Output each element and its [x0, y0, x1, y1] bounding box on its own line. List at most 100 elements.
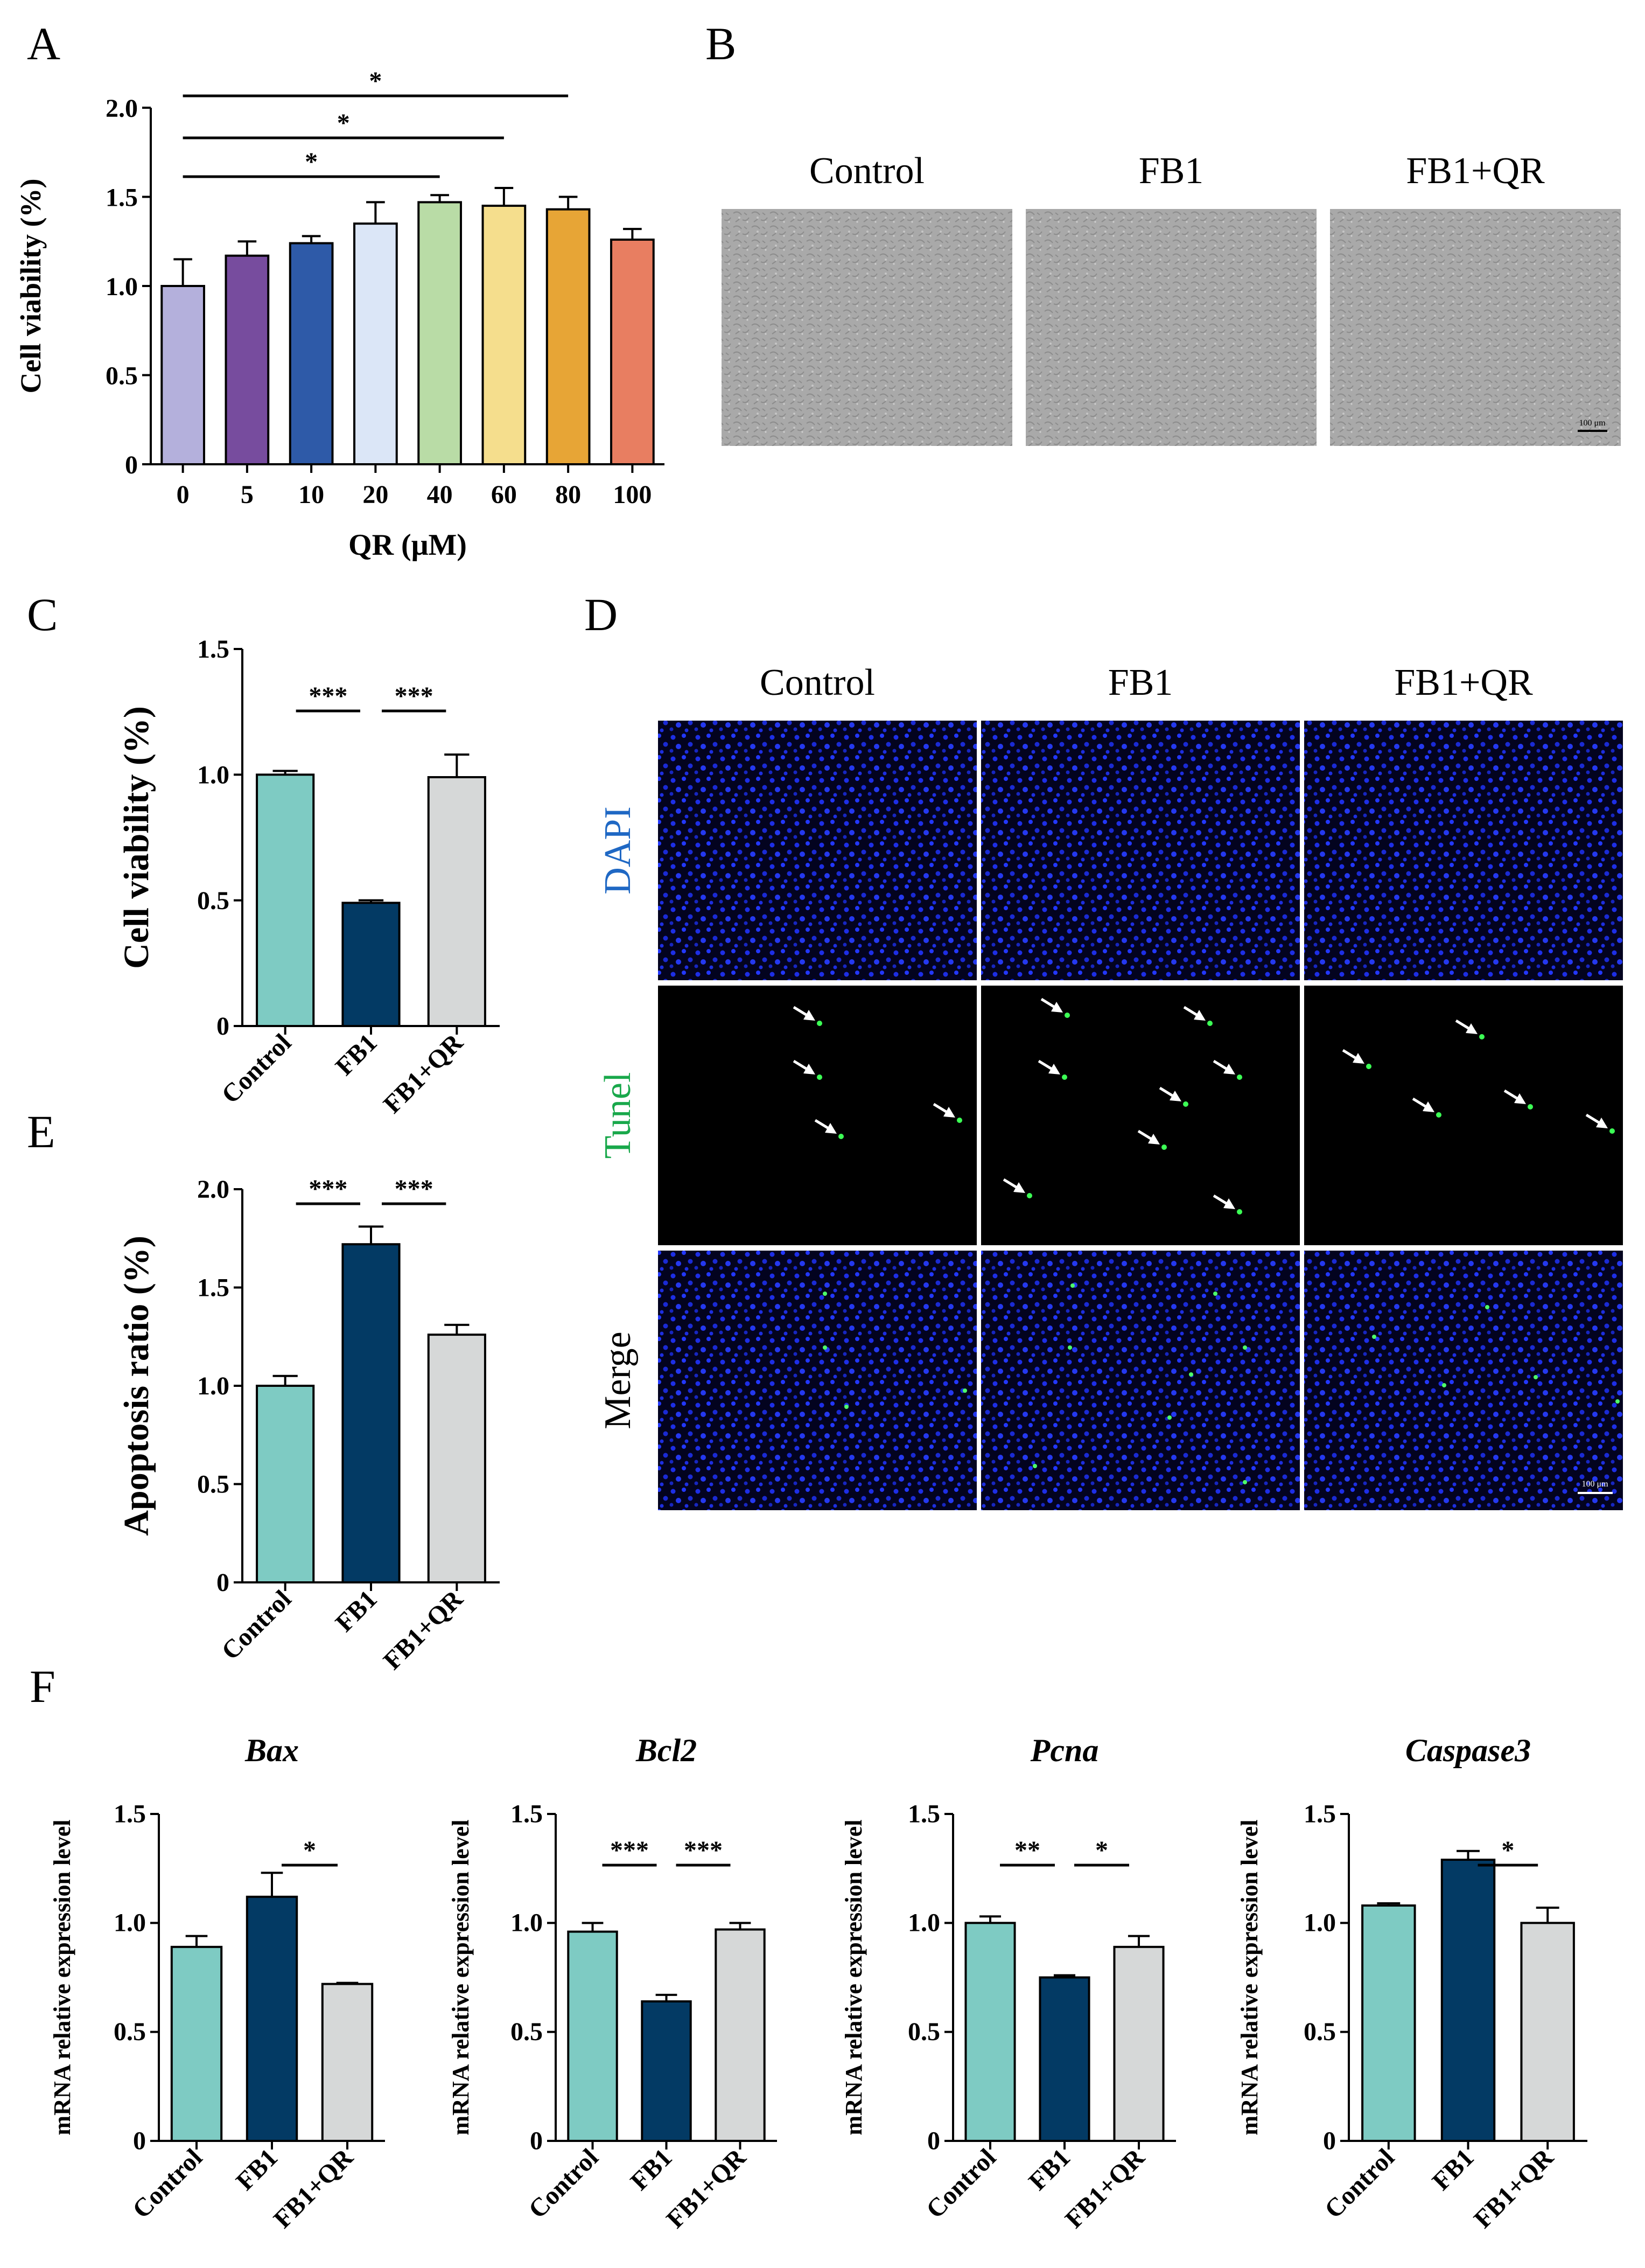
y-tick-label: 1.5: [106, 183, 138, 212]
merge-green-dot: [1534, 1375, 1538, 1379]
white-arrow-head: [1048, 1064, 1060, 1074]
significance-label: *: [1501, 1836, 1514, 1865]
white-arrow-head: [1223, 1198, 1235, 1209]
significance-label: ***: [309, 682, 347, 710]
bar-20: [353, 222, 398, 465]
fluorescence-row-label: Merge: [597, 1331, 639, 1429]
y-tick-label: 2.0: [197, 1175, 229, 1204]
x-tick-label: FB1: [1427, 2143, 1480, 2196]
significance-label: *: [337, 109, 350, 137]
significance-label: ***: [309, 1175, 347, 1203]
y-tick-label: 1.5: [197, 1274, 229, 1302]
significance-label: *: [305, 148, 318, 176]
merge-green-dot: [823, 1292, 827, 1296]
merge-green-dot: [1372, 1335, 1376, 1339]
y-tick-label: 0.5: [114, 2018, 146, 2046]
chart-title: Caspase3: [1405, 1733, 1531, 1768]
tunel-positive-dot: [1161, 1145, 1167, 1150]
tunel-positive-dot: [1436, 1112, 1441, 1118]
y-tick-label: 1.0: [106, 273, 138, 301]
fluorescence-row-label: Tunel: [597, 1072, 639, 1159]
y-tick-label: 0.5: [197, 1470, 229, 1499]
bar-FB1: [341, 902, 401, 1028]
merge-green-dot: [823, 1345, 827, 1350]
y-axis-label: mRNA relative expression level: [49, 1819, 75, 2135]
y-tick-label: 1.5: [114, 1799, 146, 1828]
bar-FB1+QR: [427, 776, 486, 1027]
bar-FB1: [1440, 1858, 1496, 2142]
tunel-positive-dot: [1237, 1074, 1242, 1080]
merge-green-dot: [963, 1388, 967, 1393]
y-tick-label: 1.0: [1304, 1909, 1336, 1937]
white-arrow-head: [1596, 1118, 1608, 1128]
x-tick-label: 0: [177, 480, 190, 509]
tunel-positive-dot: [1528, 1104, 1533, 1109]
y-tick-label: 2.0: [106, 94, 138, 123]
bar-80: [545, 208, 591, 465]
x-tick-label: 100: [613, 480, 652, 509]
y-tick-label: 1.5: [197, 635, 229, 664]
chart-title: Bcl2: [635, 1733, 697, 1768]
bar-Control: [567, 1930, 618, 2143]
bar-FB1+QR: [427, 1334, 486, 1584]
y-tick-label: 0.5: [1304, 2018, 1336, 2046]
y-axis-label: Cell viability (%): [117, 706, 156, 969]
merge-green-dot: [1213, 1292, 1217, 1296]
bar-FB1: [641, 2000, 692, 2143]
fluorescence-image: [658, 1251, 977, 1510]
bar-FB1: [246, 1895, 298, 2143]
y-tick-label: 1.0: [114, 1909, 146, 1937]
y-tick-label: 0: [125, 451, 138, 479]
x-tick-label: 80: [555, 480, 581, 509]
micrograph-column-label: FB1: [1139, 150, 1204, 192]
y-axis-label: Apoptosis ratio (%): [117, 1236, 156, 1536]
x-axis-label: QR (μM): [348, 528, 467, 562]
bar-Control: [964, 1922, 1016, 2142]
bar-FB1+QR: [715, 1928, 766, 2143]
merge-green-dot: [844, 1405, 849, 1409]
white-arrow-head: [1013, 1182, 1025, 1193]
x-tick-label: Control: [127, 2143, 208, 2224]
bar-FB1+QR: [1113, 1945, 1165, 2142]
y-tick-label: 1.5: [510, 1799, 543, 1828]
significance-label: ***: [684, 1836, 723, 1865]
white-arrow-head: [943, 1107, 955, 1118]
y-tick-label: 0: [1323, 2126, 1336, 2155]
white-arrow-head: [1466, 1023, 1478, 1034]
x-tick-label: Control: [921, 2143, 1002, 2224]
panel-letter-E: E: [27, 1106, 55, 1157]
y-tick-label: 0: [216, 1012, 229, 1041]
micrograph-column-label: FB1+QR: [1406, 150, 1545, 192]
fluorescence-column-label: FB1+QR: [1394, 662, 1533, 703]
bar-FB1+QR: [321, 1983, 374, 2142]
x-tick-label: FB1+QR: [1060, 2143, 1151, 2234]
white-arrow-head: [1148, 1134, 1160, 1145]
merge-green-dot: [1189, 1372, 1193, 1377]
chart-title: Bax: [244, 1733, 299, 1768]
fluorescence-column-label: Control: [760, 662, 875, 703]
y-tick-label: 0: [927, 2126, 940, 2155]
x-tick-label: FB1: [1023, 2143, 1076, 2196]
fluorescence-image: [1304, 721, 1623, 980]
white-arrow-head: [1051, 1002, 1063, 1013]
y-tick-label: 1.0: [197, 1372, 229, 1400]
y-tick-label: 0.5: [510, 2018, 543, 2046]
significance-label: ***: [610, 1836, 649, 1865]
merge-green-dot: [1442, 1383, 1446, 1387]
fluorescence-image: [981, 986, 1300, 1245]
x-tick-label: 40: [427, 480, 453, 509]
x-tick-label: FB1+QR: [378, 1584, 469, 1675]
significance-label: ***: [395, 682, 433, 710]
bar-0: [160, 285, 205, 465]
tunel-positive-dot: [1183, 1101, 1188, 1107]
tunel-positive-dot: [1609, 1128, 1615, 1134]
significance-label: ***: [395, 1175, 433, 1203]
merge-green-dot: [1070, 1283, 1075, 1288]
bar-FB1: [1039, 1976, 1090, 2142]
y-tick-label: 0.5: [908, 2018, 940, 2046]
